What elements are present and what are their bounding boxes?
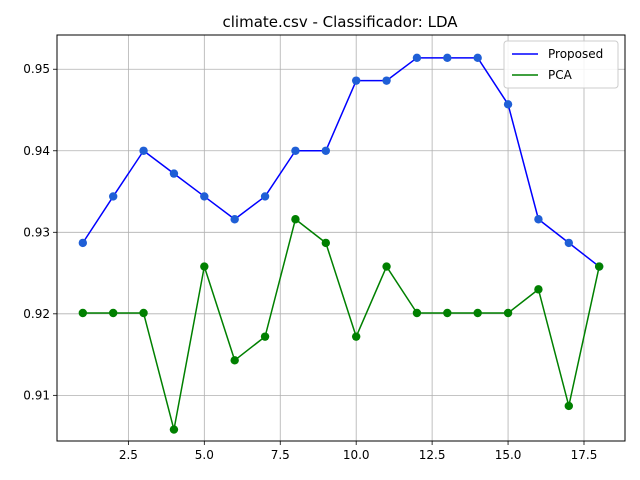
data-point-proposed <box>351 76 361 85</box>
data-point-proposed <box>443 53 452 63</box>
data-point-pca <box>382 262 391 271</box>
x-tick-label: 2.5 <box>119 448 138 462</box>
y-tick-label: 0.92 <box>23 307 50 321</box>
data-point-proposed <box>169 169 179 178</box>
data-point-proposed <box>78 238 88 248</box>
y-tick-label: 0.91 <box>23 388 50 402</box>
data-point-proposed <box>139 146 148 155</box>
data-point-proposed <box>108 192 118 201</box>
legend-label-proposed: Proposed <box>548 47 603 61</box>
legend: Proposed PCA <box>503 40 619 89</box>
data-point-proposed <box>382 76 391 85</box>
data-point-pca <box>534 285 543 294</box>
data-point-pca <box>139 308 148 318</box>
x-tick-label: 5.0 <box>195 448 214 462</box>
legend-box <box>503 40 619 89</box>
data-point-pca <box>108 308 118 318</box>
y-tick-label: 0.95 <box>23 62 50 76</box>
data-point-proposed <box>473 53 482 63</box>
data-point-proposed <box>564 238 574 248</box>
y-tick-label: 0.94 <box>23 144 50 158</box>
data-point-pca <box>443 308 452 318</box>
data-point-pca <box>169 425 179 434</box>
x-tick-label: 12.5 <box>419 448 446 462</box>
x-tick-label: 10.0 <box>343 448 370 462</box>
data-point-pca <box>351 332 361 341</box>
y-axis: 0.91 0.92 0.93 0.94 0.95 <box>23 62 57 402</box>
y-tick-label: 0.93 <box>23 225 50 239</box>
series-line-proposed <box>82 57 600 268</box>
data-point-proposed <box>534 215 543 224</box>
data-point-proposed <box>321 146 331 155</box>
data-point-pca <box>230 356 239 365</box>
x-tick-label: 17.5 <box>571 448 598 462</box>
data-point-pca <box>291 215 300 224</box>
series-line-pca <box>82 218 600 431</box>
x-tick-label: 7.5 <box>271 448 290 462</box>
data-point-pca <box>412 308 422 318</box>
series-layer <box>78 53 604 434</box>
legend-label-pca: PCA <box>548 68 573 82</box>
data-point-pca <box>503 308 513 318</box>
data-point-pca <box>564 401 574 411</box>
data-point-pca <box>78 308 88 318</box>
data-point-proposed <box>200 192 209 201</box>
plot-frame <box>56 34 626 442</box>
grid <box>57 35 625 441</box>
x-axis: 2.5 5.0 7.5 10.0 12.5 15.0 17.5 <box>119 441 598 462</box>
data-point-proposed <box>291 146 300 155</box>
data-point-pca <box>260 332 270 341</box>
data-point-proposed <box>260 192 270 201</box>
data-point-pca <box>321 238 331 248</box>
data-point-pca <box>473 308 482 318</box>
data-point-pca <box>594 262 604 271</box>
data-point-proposed <box>412 53 422 63</box>
chart-title: climate.csv - Classificador: LDA <box>223 13 459 31</box>
data-point-proposed <box>503 100 513 109</box>
data-point-proposed <box>230 215 239 224</box>
data-point-pca <box>200 262 209 271</box>
x-tick-label: 15.0 <box>495 448 522 462</box>
